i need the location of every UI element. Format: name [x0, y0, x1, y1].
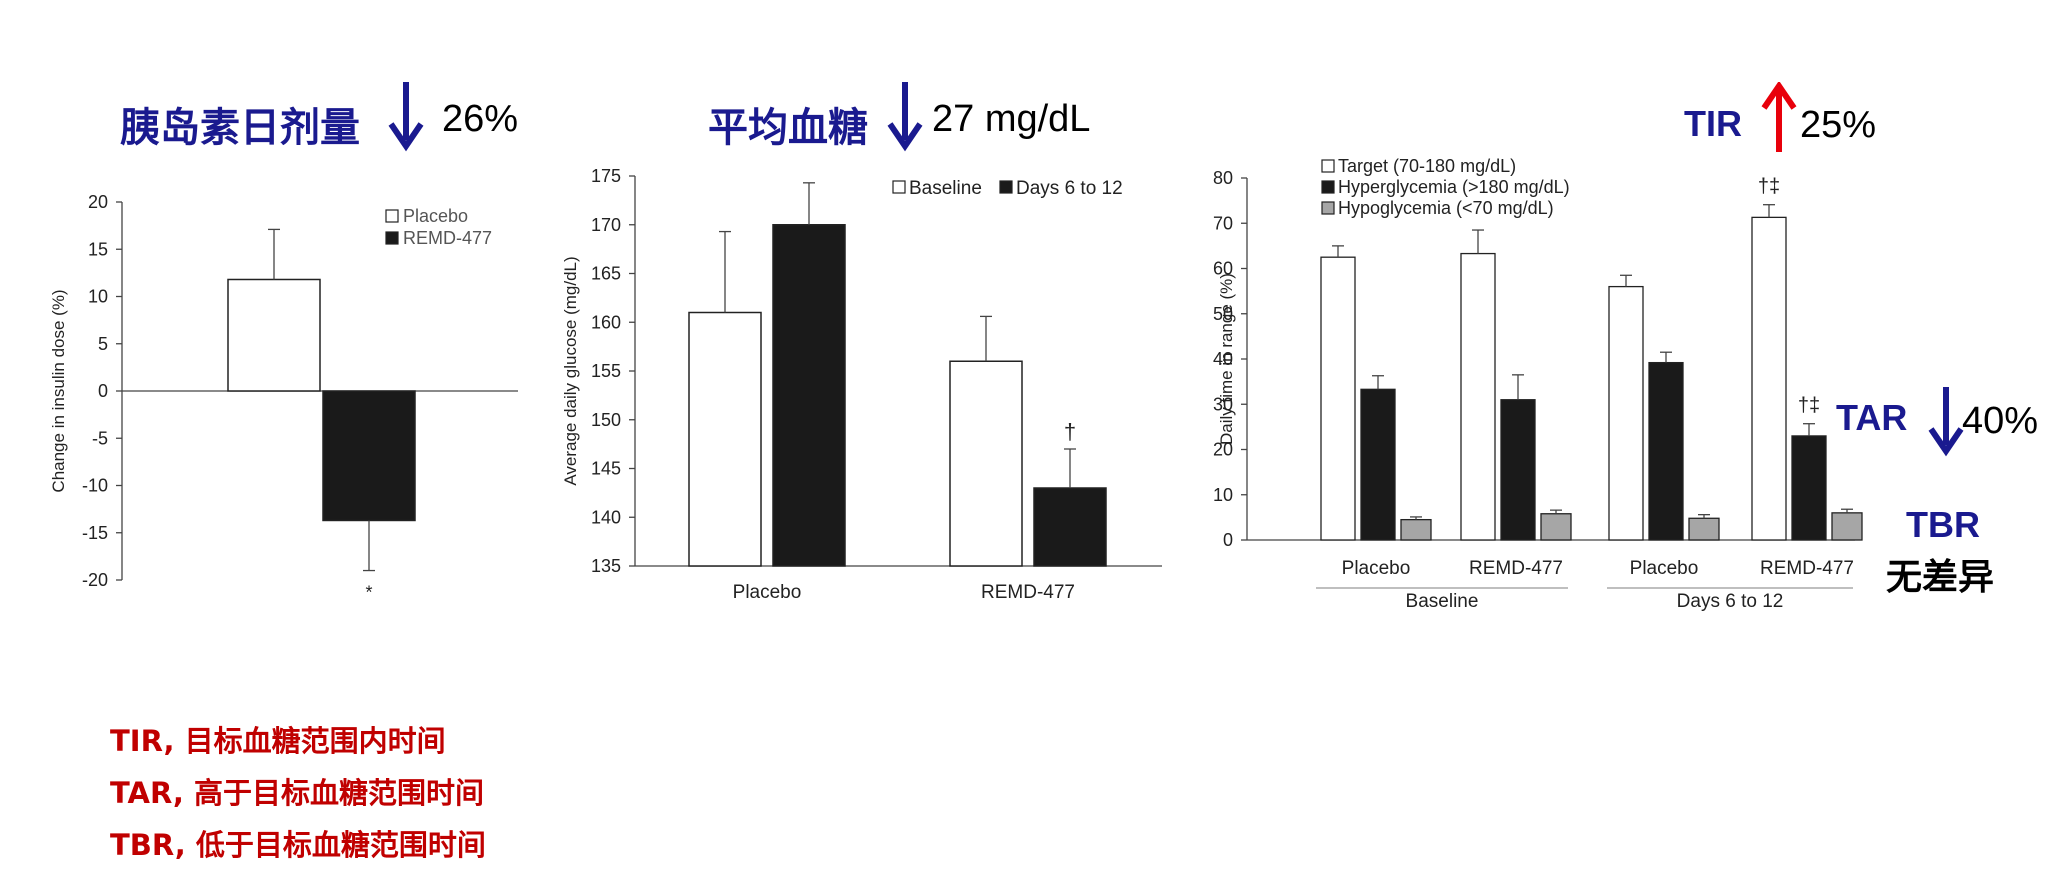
footnote-tbr: TBR, 低于目标血糖范围时间 — [110, 822, 486, 864]
c3-bar — [1320, 256, 1356, 541]
c3-legend-swatch — [1321, 159, 1335, 173]
tar-change: 40% — [1962, 400, 2039, 442]
tar-label: TAR — [1836, 397, 1908, 438]
c3-y-tick-label: 70 — [1213, 213, 1233, 233]
arrow-down-icon — [1928, 387, 1964, 457]
c2-y-tick-label: 175 — [591, 166, 621, 186]
c1-y-tick-label: 5 — [98, 334, 108, 354]
c1-y-axis-label: Change in insulin dose (%) — [49, 289, 68, 492]
c2-y-tick-label: 145 — [591, 459, 621, 479]
c3-bar — [1831, 512, 1863, 541]
footnote-text: 目标血糖范围内时间 — [174, 724, 446, 758]
c2-y-tick-label: 150 — [591, 410, 621, 430]
footnote-abbr: TBR, — [110, 828, 186, 862]
c3-x-tick-label: Placebo — [1630, 558, 1699, 579]
c2-bar — [1033, 487, 1107, 567]
tbr-label: TBR — [1906, 504, 1980, 545]
c2-legend-label: Days 6 to 12 — [1016, 178, 1123, 199]
c3-legend-label: Target (70-180 mg/dL) — [1338, 156, 1516, 176]
c3-legend-label: Hyperglycemia (>180 mg/dL) — [1338, 177, 1570, 197]
c3-bar — [1540, 513, 1572, 541]
c1-legend-label: REMD-477 — [403, 228, 492, 248]
c3-y-tick-label: 50 — [1213, 304, 1233, 324]
insulin-dose-change: 26% — [442, 98, 519, 140]
footnote-abbr: TAR, — [110, 776, 184, 810]
c3-bar — [1791, 435, 1827, 541]
tir-label: TIR — [1684, 103, 1742, 144]
c1-legend-swatch — [385, 231, 399, 245]
c2-bar — [772, 224, 846, 567]
c2-y-tick-label: 135 — [591, 556, 621, 576]
footnote-tar: TAR, 高于目标血糖范围时间 — [110, 770, 484, 812]
c1-legend-swatch — [385, 209, 399, 223]
tbr-no-difference: 无差异 — [1886, 557, 1995, 598]
c3-y-axis-label: Daily time in range (%) — [1217, 273, 1236, 445]
c1-significance-marker: * — [365, 583, 372, 603]
tir-change: 25% — [1800, 104, 1877, 146]
insulin-dose-headline: 胰岛素日剂量 — [120, 105, 360, 151]
c3-y-tick-label: 80 — [1213, 168, 1233, 188]
c3-group-label: Baseline — [1406, 591, 1479, 612]
c1-y-tick-label: -15 — [82, 523, 108, 543]
c3-x-tick-label: Placebo — [1342, 558, 1411, 579]
c2-y-tick-label: 140 — [591, 507, 621, 527]
c2-y-tick-label: 155 — [591, 361, 621, 381]
c3-y-tick-label: 30 — [1213, 394, 1233, 414]
c3-y-tick-label: 60 — [1213, 259, 1233, 279]
c1-y-tick-label: 10 — [88, 287, 108, 307]
c3-bar — [1688, 517, 1720, 541]
c2-y-tick-label: 160 — [591, 312, 621, 332]
mean-glucose-headline: 平均血糖 — [708, 105, 868, 151]
c3-x-tick-label: REMD-477 — [1469, 558, 1563, 579]
c2-bar — [688, 311, 762, 567]
c3-legend-swatch — [1321, 180, 1335, 194]
c3-group-label: Days 6 to 12 — [1677, 591, 1784, 612]
c3-significance-marker: †‡ — [1758, 176, 1780, 198]
arrow-down-icon — [388, 82, 424, 152]
c3-y-tick-label: 40 — [1213, 349, 1233, 369]
c1-y-tick-label: 15 — [88, 239, 108, 259]
c2-legend-label: Baseline — [909, 178, 982, 199]
c3-significance-marker: †‡ — [1798, 395, 1820, 417]
c3-bar — [1751, 216, 1787, 541]
arrow-up-icon — [1761, 82, 1797, 152]
c1-legend-label: Placebo — [403, 206, 468, 226]
c2-y-axis-label: Average daily glucose (mg/dL) — [561, 256, 580, 485]
c3-bar — [1360, 388, 1396, 541]
c3-legend-label: Hypoglycemia (<70 mg/dL) — [1338, 198, 1554, 218]
c1-y-tick-label: 20 — [88, 192, 108, 212]
c3-bar — [1460, 252, 1496, 541]
c1-y-tick-label: -10 — [82, 476, 108, 496]
footnote-text: 低于目标血糖范围时间 — [185, 828, 486, 862]
c1-bar-remd-477 — [322, 390, 416, 522]
c2-x-tick-label: Placebo — [733, 582, 802, 603]
c3-y-tick-label: 0 — [1223, 530, 1233, 550]
c3-bar — [1500, 399, 1536, 541]
c2-y-tick-label: 170 — [591, 215, 621, 235]
mean-glucose-change: 27 mg/dL — [932, 98, 1091, 140]
c2-y-tick-label: 165 — [591, 264, 621, 284]
c3-bar — [1608, 285, 1644, 541]
c3-y-tick-label: 10 — [1213, 485, 1233, 505]
c3-y-tick-label: 20 — [1213, 440, 1233, 460]
c1-y-tick-label: -5 — [92, 428, 108, 448]
footnote-text: 高于目标血糖范围时间 — [183, 776, 484, 810]
arrow-down-icon — [887, 82, 923, 152]
c2-x-tick-label: REMD-477 — [981, 582, 1075, 603]
footnote-tir: TIR, 目标血糖范围内时间 — [110, 718, 446, 760]
c3-x-tick-label: REMD-477 — [1760, 558, 1854, 579]
c2-significance-marker: † — [1064, 419, 1076, 444]
c1-y-tick-label: 0 — [98, 381, 108, 401]
c1-bar-placebo — [227, 278, 321, 392]
c3-bar — [1648, 361, 1684, 541]
c2-legend-swatch — [892, 180, 906, 194]
c3-bar — [1400, 518, 1432, 541]
c1-y-tick-label: -20 — [82, 570, 108, 590]
c3-legend-swatch — [1321, 201, 1335, 215]
footnote-abbr: TIR, — [110, 724, 175, 758]
c2-bar — [949, 360, 1023, 567]
c2-legend-swatch — [999, 180, 1013, 194]
